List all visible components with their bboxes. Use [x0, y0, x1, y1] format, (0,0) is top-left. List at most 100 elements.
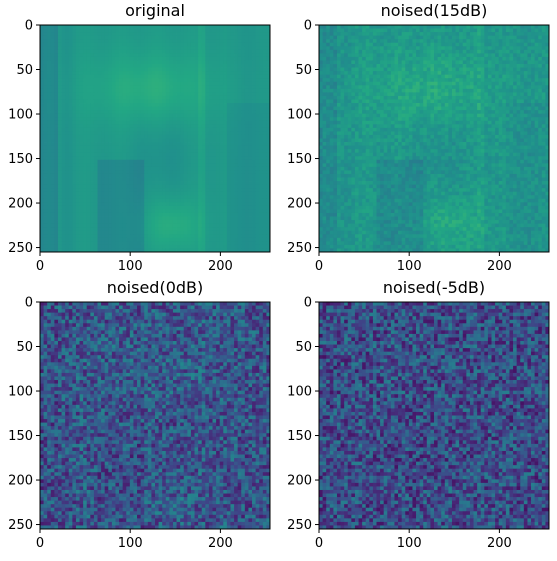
heatmap-cell: [183, 64, 188, 68]
heatmap-cell: [65, 32, 70, 37]
heatmap-cell: [358, 60, 363, 65]
heatmap-cell: [198, 241, 203, 246]
heatmap-cell: [212, 67, 217, 72]
heatmap-cell: [140, 227, 145, 232]
heatmap-cell: [405, 42, 410, 47]
heatmap-cell: [212, 134, 217, 139]
heatmap-cell: [65, 241, 70, 246]
heatmap-cell: [194, 142, 199, 146]
heatmap-cell: [162, 81, 167, 86]
heatmap-cell: [241, 220, 246, 225]
heatmap-cell: [234, 117, 239, 122]
heatmap-cell: [187, 88, 192, 93]
heatmap-cell: [205, 191, 210, 196]
heatmap-cell: [144, 117, 149, 122]
heatmap-cell: [230, 42, 235, 47]
heatmap-cell: [151, 113, 156, 118]
heatmap-cell: [65, 56, 70, 61]
heatmap-cell: [405, 64, 410, 68]
heatmap-cell: [226, 202, 231, 207]
heatmap-cell: [223, 220, 228, 225]
heatmap-cell: [255, 71, 260, 76]
heatmap-cell: [176, 184, 181, 189]
heatmap-cell: [169, 71, 174, 76]
heatmap-cell: [122, 212, 127, 217]
heatmap-cell: [266, 25, 271, 29]
heatmap-cell: [259, 88, 264, 93]
heatmap-cell: [151, 163, 156, 168]
heatmap-cell: [97, 64, 102, 68]
heatmap-cell: [43, 223, 48, 228]
heatmap-cell: [205, 28, 210, 33]
heatmap-cell: [362, 32, 367, 37]
heatmap-cell: [336, 25, 341, 29]
heatmap-cell: [369, 49, 374, 54]
heatmap-cell: [401, 42, 406, 47]
heatmap-cell: [248, 32, 253, 37]
heatmap-cell: [68, 227, 73, 232]
heatmap-cell: [129, 227, 134, 232]
heatmap-cell: [126, 88, 131, 93]
heatmap-cell: [50, 42, 55, 47]
heatmap-cell: [416, 42, 421, 47]
heatmap-cell: [61, 60, 66, 65]
heatmap-cell: [513, 25, 518, 29]
heatmap-cell: [183, 120, 188, 125]
heatmap-cell: [137, 184, 142, 189]
heatmap-cell: [129, 188, 134, 193]
heatmap-cell: [140, 110, 145, 115]
heatmap-cell: [340, 56, 345, 61]
heatmap-cell: [158, 78, 163, 83]
heatmap-cell: [344, 25, 349, 29]
heatmap-cell: [172, 166, 177, 171]
heatmap-cell: [61, 35, 66, 40]
heatmap-cell: [205, 42, 210, 47]
heatmap-cell: [68, 134, 73, 139]
heatmap-cell: [93, 166, 98, 171]
heatmap-cell: [158, 209, 163, 214]
heatmap-cell: [155, 95, 159, 100]
heatmap-cell: [104, 184, 109, 189]
heatmap-cell: [40, 71, 44, 76]
heatmap-cell: [252, 166, 257, 171]
heatmap-cell: [248, 156, 253, 161]
heatmap-cell: [252, 212, 257, 217]
heatmap-cell: [180, 53, 185, 58]
heatmap-cell: [401, 28, 406, 33]
heatmap-cell: [86, 163, 91, 168]
heatmap-cell: [241, 42, 246, 47]
heatmap-cell: [129, 78, 134, 83]
heatmap-cell: [477, 39, 482, 44]
heatmap-cell: [57, 103, 62, 107]
heatmap-cell: [75, 145, 80, 150]
heatmap-cell: [86, 205, 91, 210]
heatmap-cell: [448, 46, 453, 51]
heatmap-cell: [90, 166, 95, 171]
heatmap-cell: [151, 159, 156, 164]
heatmap-cell: [234, 198, 239, 203]
heatmap-cell: [216, 53, 221, 58]
heatmap-cell: [126, 60, 131, 65]
heatmap-cell: [68, 39, 73, 44]
heatmap-cell: [126, 220, 131, 225]
heatmap-cell: [133, 170, 138, 175]
heatmap-cell: [394, 42, 399, 47]
heatmap-cell: [459, 56, 464, 61]
heatmap-cell: [43, 95, 48, 100]
heatmap-cell: [75, 227, 80, 232]
heatmap-cell: [183, 166, 188, 171]
heatmap-cell: [68, 67, 73, 72]
heatmap-cell: [93, 205, 98, 210]
heatmap-cell: [194, 95, 199, 100]
heatmap-cell: [97, 39, 102, 44]
heatmap-cell: [340, 60, 345, 65]
heatmap-cell: [47, 181, 52, 186]
heatmap-cell: [333, 67, 338, 72]
heatmap-cell: [133, 163, 138, 168]
heatmap-cell: [383, 35, 388, 40]
heatmap-cell: [398, 60, 403, 65]
heatmap-cell: [362, 60, 367, 65]
heatmap-cell: [165, 35, 170, 40]
heatmap-cell: [394, 32, 399, 37]
heatmap-cell: [208, 67, 213, 72]
